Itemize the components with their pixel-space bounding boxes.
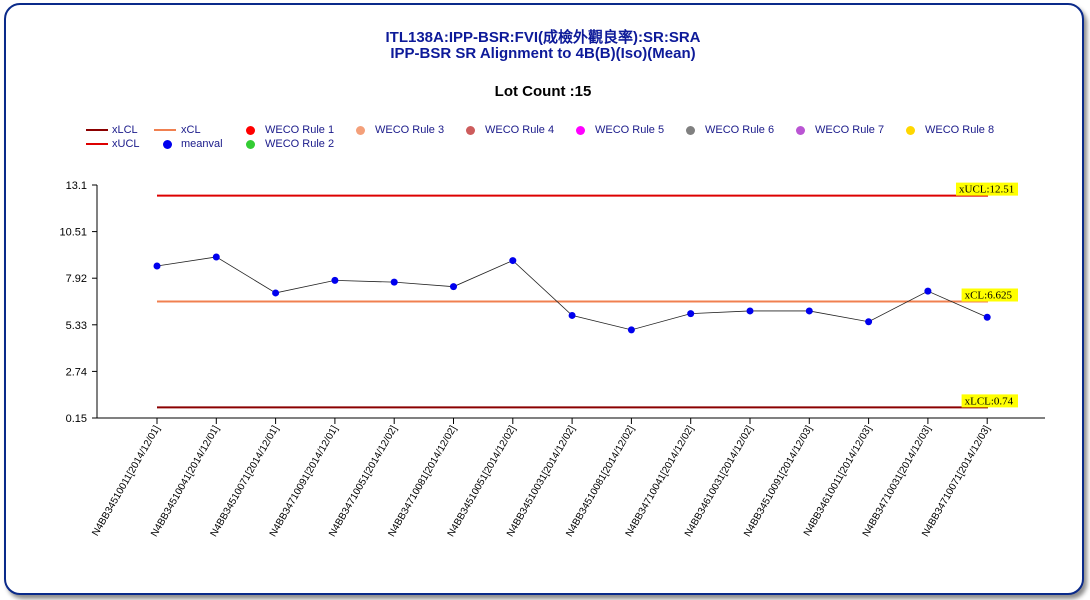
legend-label-xlcl[interactable]: xLCL bbox=[112, 124, 138, 136]
xcl-label-bg bbox=[961, 288, 1018, 302]
chart-title-line1: ITL138A:IPP-BSR:FVI(成檢外觀良率):SR:SRA bbox=[385, 29, 701, 46]
data-point bbox=[983, 313, 991, 321]
data-point bbox=[805, 307, 813, 315]
y-tick-label: 5.33 bbox=[66, 320, 87, 332]
x-tick-label: N4BB34510091[2014/12/03] bbox=[742, 424, 815, 539]
data-point bbox=[568, 311, 576, 319]
x-tick-label: N4BB34510011[2014/12/01] bbox=[90, 424, 162, 538]
legend-label-xucl[interactable]: xUCL bbox=[112, 138, 140, 150]
legend-swatch-weco-rule-1 bbox=[246, 126, 255, 135]
legend-label-weco-rule-1[interactable]: WECO Rule 1 bbox=[265, 124, 335, 136]
legend-swatch-weco-rule-2 bbox=[246, 140, 255, 149]
lot-count: Lot Count :15 bbox=[494, 83, 592, 100]
x-tick-label: N4BB34610011[2014/12/03] bbox=[802, 424, 874, 538]
data-point bbox=[390, 278, 398, 286]
legend-swatch-weco-rule-6 bbox=[686, 126, 695, 135]
xlcl-label: xLCL:0.74 bbox=[965, 395, 1014, 407]
data-point bbox=[212, 253, 220, 261]
legend-swatch-xcl bbox=[154, 129, 176, 131]
legend-label-weco-rule-5[interactable]: WECO Rule 5 bbox=[595, 124, 665, 136]
y-tick-label: 7.92 bbox=[66, 273, 87, 285]
data-point bbox=[627, 326, 635, 334]
x-tick-label: N4BB34510081[2014/12/02] bbox=[564, 424, 637, 539]
legend-label-meanval[interactable]: meanval bbox=[181, 138, 223, 150]
legend-swatch-meanval bbox=[163, 140, 172, 149]
legend-label-weco-rule-4[interactable]: WECO Rule 4 bbox=[485, 124, 555, 136]
chart-frame bbox=[4, 3, 1084, 595]
data-point bbox=[509, 257, 517, 265]
data-point bbox=[153, 262, 161, 270]
data-point bbox=[450, 283, 457, 291]
legend-label-weco-rule-7[interactable]: WECO Rule 7 bbox=[815, 124, 885, 136]
data-point bbox=[865, 318, 873, 326]
legend-swatch-weco-rule-5 bbox=[576, 126, 585, 135]
x-tick-label: N4BB34510051[2014/12/02] bbox=[446, 424, 519, 539]
x-tick-label: N4BB34510071[2014/12/01] bbox=[209, 424, 282, 539]
legend-swatch-weco-rule-8 bbox=[906, 126, 915, 135]
legend-swatch-weco-rule-3 bbox=[356, 126, 365, 135]
legend-label-weco-rule-3[interactable]: WECO Rule 3 bbox=[375, 124, 445, 136]
y-tick-label: 2.74 bbox=[66, 366, 87, 378]
x-tick-label: N4BB34710041[2014/12/02] bbox=[624, 424, 697, 539]
xcl-label: xCL:6.625 bbox=[965, 290, 1013, 302]
y-tick-label: 10.51 bbox=[59, 227, 87, 239]
legend-swatch-weco-rule-4 bbox=[466, 126, 475, 135]
legend-label-weco-rule-8[interactable]: WECO Rule 8 bbox=[925, 124, 995, 136]
y-tick-label: 0.15 bbox=[66, 413, 87, 425]
data-point bbox=[331, 276, 339, 284]
x-tick-label: N4BB34710081[2014/12/02] bbox=[386, 424, 459, 539]
x-tick-label: N4BB34510031[2014/12/02] bbox=[505, 424, 578, 539]
x-tick-label: N4BB34710091[2014/12/01] bbox=[268, 424, 341, 539]
x-tick-label: N4BB34710031[2014/12/03] bbox=[861, 424, 934, 539]
y-tick-label: 13.1 bbox=[66, 180, 87, 192]
legend-label-weco-rule-2[interactable]: WECO Rule 2 bbox=[265, 138, 335, 150]
x-tick-label: N4BB34710051[2014/12/02] bbox=[327, 424, 400, 539]
legend-swatch-weco-rule-7 bbox=[796, 126, 805, 135]
data-point bbox=[746, 307, 754, 315]
x-tick-label: N4BB34610031[2014/12/02] bbox=[683, 424, 756, 539]
chart-title-line2: IPP-BSR SR Alignment to 4B(B)(Iso)(Mean) bbox=[390, 45, 696, 62]
xucl-label-bg bbox=[956, 182, 1018, 196]
data-point bbox=[272, 289, 280, 297]
legend-label-xcl[interactable]: xCL bbox=[181, 124, 201, 136]
data-point bbox=[687, 310, 695, 318]
xucl-label: xUCL:12.51 bbox=[959, 184, 1014, 196]
legend-swatch-xlcl bbox=[86, 129, 108, 131]
xlcl-label-bg bbox=[961, 394, 1018, 408]
x-tick-label: N4BB34510041[2014/12/01] bbox=[149, 424, 222, 539]
x-tick-label: N4BB34710071[2014/12/03] bbox=[920, 424, 993, 539]
data-point bbox=[924, 287, 932, 295]
legend-swatch-xucl bbox=[86, 143, 108, 145]
legend-label-weco-rule-6[interactable]: WECO Rule 6 bbox=[705, 124, 775, 136]
